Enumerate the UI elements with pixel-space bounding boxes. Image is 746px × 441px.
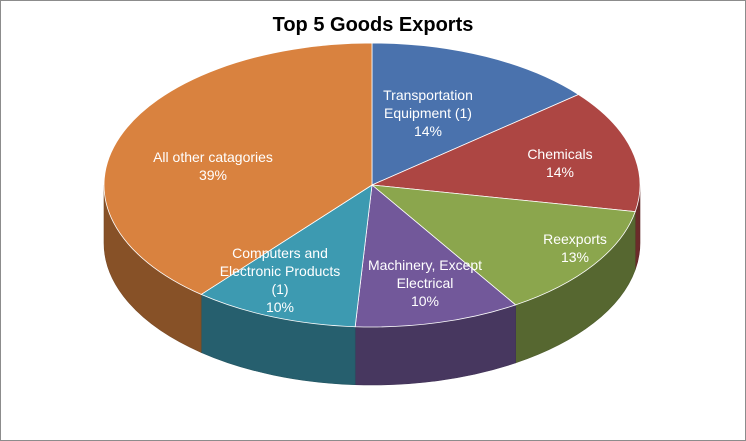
pie-labels: Transportation Equipment (1) 14% Chemicals 1… bbox=[153, 87, 607, 315]
pie-tops bbox=[103, 42, 641, 328]
pie-slice-4 bbox=[200, 184, 373, 328]
pie-slice-3 bbox=[354, 184, 517, 328]
pie-sides bbox=[103, 184, 641, 386]
pie-slice-0 bbox=[371, 42, 580, 186]
slice-label-3: Machinery, Except Electrical 10% bbox=[368, 257, 482, 309]
slice-label-2: Reexports 13% bbox=[543, 231, 607, 265]
slice-label-1: Chemicals 14% bbox=[527, 146, 592, 180]
pie-slice-2 bbox=[370, 184, 636, 306]
slice-label-5: All other catagories 39% bbox=[153, 149, 273, 183]
pie-slice-5 bbox=[103, 42, 373, 295]
pie-slice-1 bbox=[370, 94, 641, 213]
slice-label-0: Transportation Equipment (1) 14% bbox=[383, 87, 473, 139]
slice-label-4: Computers and Electronic Products (1) 10% bbox=[220, 245, 341, 315]
chart-title: Top 5 Goods Exports bbox=[272, 14, 474, 36]
